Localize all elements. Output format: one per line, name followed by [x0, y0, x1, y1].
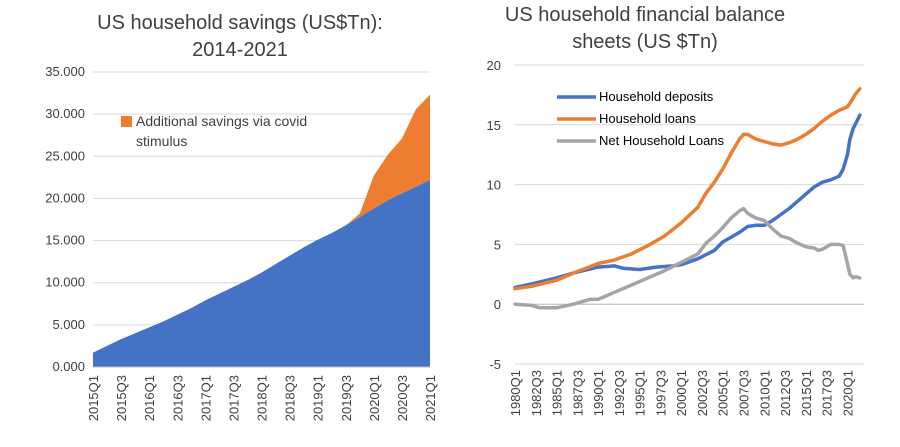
x-tick-label: 2015Q1: [799, 370, 814, 416]
legend-label-covid-line-2: stimulus: [136, 133, 187, 149]
x-tick-label: 2000Q1: [674, 370, 689, 416]
legend-label-covid-line-1: Additional savings via covid: [136, 113, 307, 129]
y-tick-label: 10: [487, 178, 501, 193]
right-chart-title: US household financial balance sheets (U…: [470, 2, 820, 56]
y-tick-label: 35.000: [45, 64, 85, 79]
left-chart-title-line-2: 2014-2021: [192, 39, 288, 61]
x-tick-label: 2002Q3: [695, 370, 710, 416]
balance-sheet-line-chart: -5 0 5 10 15 20 1980Q1 1982Q3 1985Q1 1987Q3 1990Q1…: [487, 58, 864, 416]
y-tick-label: 10.000: [45, 275, 85, 290]
x-tick-label: 2010Q1: [757, 370, 772, 416]
y-tick-label: 5.000: [52, 317, 85, 332]
x-tick-label: 2012Q3: [778, 370, 793, 416]
x-tick-label: 2016Q3: [170, 375, 185, 421]
y-tick-label: 0: [494, 297, 501, 312]
x-tick-label: 1990Q1: [591, 370, 606, 416]
x-tick-label: 2019Q1: [311, 375, 326, 421]
y-tick-label: 20.000: [45, 190, 85, 205]
legend-label-household-loans: Household loans: [599, 111, 696, 126]
series-line-net-household-loans: [513, 206, 862, 310]
x-tick-label: 1985Q1: [550, 370, 565, 416]
x-tick-label: 1997Q3: [653, 370, 668, 416]
legend-label-net-household-loans: Net Household Loans: [599, 133, 725, 148]
x-tick-label: 2015Q3: [114, 375, 129, 421]
x-tick-label: 2021Q1: [423, 375, 438, 421]
x-tick-label: 1987Q3: [570, 370, 585, 416]
household-savings-area: [93, 179, 430, 367]
x-tick-label: 2020Q1: [367, 375, 382, 421]
y-tick-label: 5: [494, 237, 501, 252]
series-line-household-loans: [513, 87, 862, 291]
x-tick-label: 2016Q1: [142, 375, 157, 421]
series-line-household-deposits: [513, 113, 862, 290]
y-tick-label: -5: [489, 357, 501, 372]
left-chart-title-line-1: US household savings (US$Tn):: [97, 12, 383, 34]
right-chart-title-line-1: US household financial balance: [504, 4, 786, 26]
x-tick-label: 2018Q3: [283, 375, 298, 421]
y-tick-label: 30.000: [45, 106, 85, 121]
legend-label-household-deposits: Household deposits: [599, 89, 714, 104]
x-tick-label: 2015Q1: [86, 375, 101, 421]
y-tick-label: 15: [487, 118, 501, 133]
x-tick-label: 1992Q3: [612, 370, 627, 416]
x-tick-label: 2007Q3: [737, 370, 752, 416]
savings-area-chart: 0.000 5.000 10.000 15.000 20.000 25.000 30.000…: [45, 64, 438, 421]
x-tick-label: 1980Q1: [508, 370, 523, 416]
x-tick-label: 2018Q1: [255, 375, 270, 421]
y-tick-label: 20: [487, 58, 501, 73]
x-tick-label: 2017Q3: [226, 375, 241, 421]
x-tick-label: 2020Q1: [840, 370, 855, 416]
x-tick-label: 1982Q3: [529, 370, 544, 416]
left-chart-title: US household savings (US$Tn): 2014-2021: [40, 10, 440, 64]
x-tick-label: 1995Q1: [633, 370, 648, 416]
y-tick-label: 15.000: [45, 233, 85, 248]
x-tick-label: 2005Q1: [716, 370, 731, 416]
x-tick-label: 2020Q3: [395, 375, 410, 421]
legend-swatch-covid: [121, 116, 132, 127]
y-tick-label: 25.000: [45, 148, 85, 163]
y-tick-label: 0.000: [52, 359, 85, 374]
x-tick-label: 2017Q1: [198, 375, 213, 421]
x-tick-label: 2017Q3: [820, 370, 835, 416]
x-tick-label: 2019Q3: [339, 375, 354, 421]
right-chart-title-line-2: sheets (US $Tn): [572, 31, 718, 53]
